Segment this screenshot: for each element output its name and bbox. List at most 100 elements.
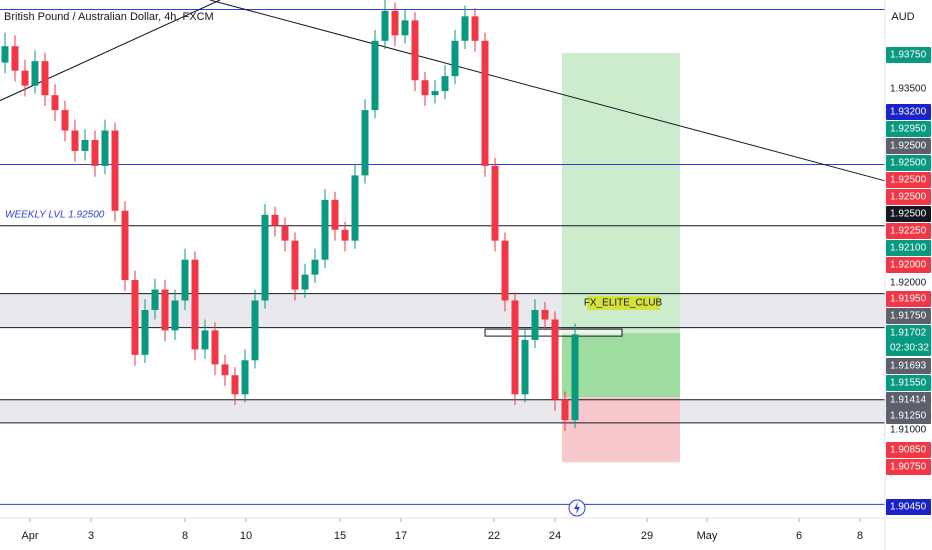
filled-zone: [562, 333, 680, 397]
candle-body: [201, 330, 209, 350]
price-label: 1.92500: [890, 192, 927, 203]
candle-body: [401, 20, 409, 36]
candle-body: [1, 46, 9, 63]
candle-body: [531, 309, 539, 340]
stop-zone: [562, 396, 680, 463]
candle-body: [561, 399, 569, 421]
price-label-bg: [886, 358, 931, 374]
x-tick-label: Apr: [21, 530, 38, 542]
candle-body: [91, 140, 99, 166]
price-label-bg: [886, 291, 931, 307]
candle-body: [391, 10, 399, 36]
x-tick-label: 8: [857, 530, 863, 542]
currency-label: AUD: [891, 11, 914, 23]
candle-body: [231, 375, 239, 395]
tag-box: [587, 296, 660, 310]
candle-body: [351, 175, 359, 241]
price-label: 1.93500: [890, 84, 927, 95]
candle-body: [251, 300, 259, 361]
price-label: 1.91550: [890, 378, 927, 389]
candle-body: [361, 110, 369, 176]
candle-body: [371, 40, 379, 111]
x-tick-label: 17: [395, 530, 407, 542]
x-tick-label: 10: [240, 530, 252, 542]
candle-body: [471, 16, 479, 41]
candle-body: [481, 40, 489, 166]
price-label: 1.91000: [890, 425, 927, 436]
candle-body: [151, 289, 159, 310]
price-label-bg: [886, 499, 931, 515]
candle-body: [271, 214, 279, 226]
price-label-bg: [886, 138, 931, 154]
candle-body: [341, 229, 349, 241]
candle-body: [221, 364, 229, 376]
candle-body: [81, 140, 89, 151]
candle-body: [21, 70, 29, 86]
x-tick-label: May: [697, 530, 718, 542]
candle-body: [161, 289, 169, 331]
price-label-bg: [886, 308, 931, 324]
price-label: 02:30:32: [890, 343, 929, 354]
price-label: 1.91693: [890, 361, 927, 372]
tag-label: FX_ELITE_CLUB: [584, 298, 663, 309]
price-label-bg: [886, 47, 931, 63]
candle-body: [141, 309, 149, 355]
price-label-bg: [886, 459, 931, 475]
price-label-bg: [886, 392, 931, 408]
price-label-bg: [886, 104, 931, 120]
price-label: 1.90850: [890, 445, 927, 456]
candle-body: [451, 40, 459, 77]
price-label: 1.91702: [890, 328, 927, 339]
price-label-bg: [886, 408, 931, 424]
alert-icon[interactable]: [568, 499, 586, 517]
weekly-level-note: WEEKLY LVL 1.92500: [5, 210, 105, 221]
candle-body: [71, 130, 79, 151]
price-label: 1.93750: [890, 50, 927, 61]
price-label: 1.92500: [890, 158, 927, 169]
candle-body: [511, 300, 519, 395]
candle-body: [551, 319, 559, 400]
candle-body: [211, 330, 219, 365]
price-label: 1.92950: [890, 124, 927, 135]
candle-body: [571, 334, 579, 421]
price-label: 1.91750: [890, 311, 927, 322]
zone: [0, 399, 885, 423]
candle-body: [111, 130, 119, 211]
candle-body: [131, 280, 139, 355]
candle-body: [301, 274, 309, 290]
candle-body: [181, 259, 189, 301]
price-label-bg: [886, 325, 931, 341]
trend-line: [209, 0, 886, 182]
price-label: 1.93200: [890, 107, 927, 118]
price-label: 1.91950: [890, 294, 927, 305]
target-zone: [562, 53, 680, 334]
candle-body: [171, 300, 179, 331]
candle-body: [431, 91, 439, 96]
price-label-bg: [886, 206, 931, 222]
price-label: 1.92500: [890, 141, 927, 152]
candle-body: [421, 80, 429, 96]
x-tick-label: 8: [182, 530, 188, 542]
candle-body: [51, 95, 59, 111]
candle-body: [381, 10, 389, 41]
candle-body: [411, 20, 419, 81]
price-label-bg: [886, 155, 931, 171]
plot-area: FX_ELITE_CLUB: [0, 0, 886, 505]
candle-body: [501, 240, 509, 301]
candle-body: [261, 214, 269, 301]
candle-body: [121, 210, 129, 281]
candle-body: [321, 199, 329, 260]
candle-body: [291, 240, 299, 290]
x-tick-label: 3: [88, 530, 94, 542]
price-label-bg: [886, 189, 931, 205]
candle-body: [521, 339, 529, 395]
candle-body: [241, 360, 249, 395]
candle-body: [491, 165, 499, 241]
price-label: 1.92000: [890, 260, 927, 271]
price-label: 1.92100: [890, 243, 927, 254]
x-tick-label: 22: [488, 530, 500, 542]
candle-body: [281, 225, 289, 241]
candle-body: [191, 259, 199, 350]
